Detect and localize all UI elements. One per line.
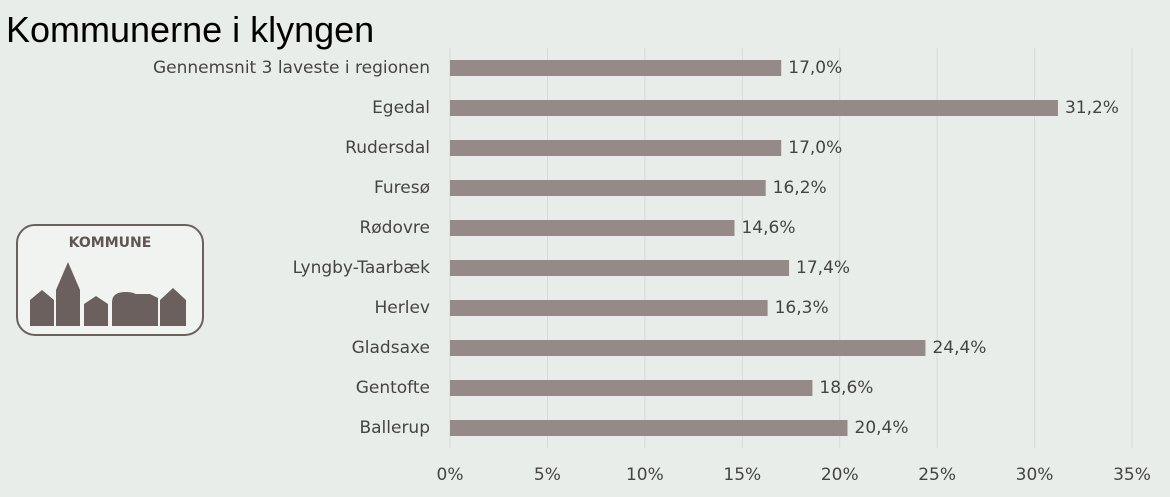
x-tick-label: 35% — [1113, 465, 1151, 485]
value-label: 16,2% — [773, 178, 827, 198]
chart-title: Kommunerne i klyngen — [6, 9, 374, 50]
value-label: 17,0% — [788, 138, 842, 158]
value-label: 18,6% — [819, 378, 873, 398]
y-tick-label: Lyngby-Taarbæk — [293, 258, 431, 278]
bar — [450, 380, 813, 396]
y-tick-label: Rødovre — [359, 218, 430, 238]
logo: KOMMUNE — [16, 224, 204, 336]
x-tick-label: 25% — [918, 465, 956, 485]
bar — [450, 300, 768, 316]
x-tick-label: 0% — [437, 465, 464, 485]
bar — [450, 100, 1058, 116]
logo-text: KOMMUNE — [69, 235, 152, 251]
x-tick-label: 15% — [723, 465, 761, 485]
bar — [450, 260, 790, 276]
x-tick-label: 20% — [821, 465, 859, 485]
bar — [450, 140, 782, 156]
value-label: 17,4% — [796, 258, 850, 278]
value-label: 24,4% — [932, 338, 986, 358]
x-tick-label: 10% — [626, 465, 664, 485]
value-label: 17,0% — [788, 58, 842, 78]
y-tick-label: Herlev — [375, 298, 430, 318]
bar — [450, 60, 782, 76]
logo-houses — [30, 262, 186, 326]
y-tick-label: Ballerup — [359, 418, 430, 438]
y-tick-label: Gladsaxe — [352, 338, 430, 358]
x-tick-label: 30% — [1016, 465, 1054, 485]
bar — [450, 180, 766, 196]
x-tick-label: 5% — [534, 465, 561, 485]
y-tick-label: Gennemsnit 3 laveste i regionen — [153, 58, 430, 78]
y-tick-label: Egedal — [372, 98, 430, 118]
value-label: 14,6% — [741, 218, 795, 238]
value-label: 31,2% — [1065, 98, 1119, 118]
y-tick-label: Furesø — [374, 178, 430, 198]
value-label: 16,3% — [775, 298, 829, 318]
value-label: 20,4% — [855, 418, 909, 438]
y-tick-label: Rudersdal — [345, 138, 430, 158]
bar — [450, 420, 848, 436]
y-tick-label: Gentofte — [356, 378, 430, 398]
bar — [450, 340, 926, 356]
bar — [450, 220, 735, 236]
